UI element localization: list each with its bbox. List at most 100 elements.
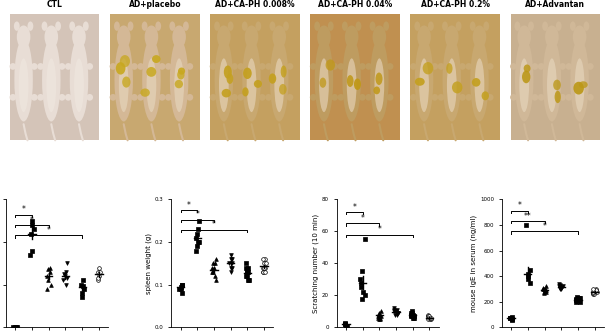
Point (340, 321, 350, 327)
Ellipse shape (259, 63, 265, 70)
Text: *: * (30, 215, 34, 224)
Ellipse shape (146, 67, 156, 77)
Point (59, 278, 68, 283)
Point (242, 274, 251, 279)
Ellipse shape (417, 25, 431, 48)
Ellipse shape (243, 67, 252, 79)
Point (426, 317, 436, 322)
Point (258, 265, 268, 270)
Point (555, 284, 565, 289)
Point (260, 269, 270, 275)
Title: AD+CA-PH 0.008%: AD+CA-PH 0.008% (215, 0, 295, 9)
Ellipse shape (120, 55, 130, 67)
Ellipse shape (55, 21, 61, 31)
Ellipse shape (447, 58, 457, 112)
Ellipse shape (545, 25, 559, 48)
Ellipse shape (245, 25, 259, 48)
Point (192, 243, 202, 249)
Y-axis label: mouse IgE in serum (ng/ml): mouse IgE in serum (ng/ml) (471, 215, 478, 312)
Ellipse shape (419, 58, 429, 112)
Point (521, 222, 531, 228)
Ellipse shape (59, 63, 65, 70)
Ellipse shape (515, 38, 533, 122)
Text: *: * (517, 201, 522, 210)
Text: *: * (212, 220, 216, 229)
Ellipse shape (431, 63, 438, 70)
Point (27, 218, 37, 223)
Point (79, 278, 88, 283)
Point (60, 274, 70, 279)
Ellipse shape (42, 38, 60, 122)
Point (539, 286, 549, 292)
Point (243, 269, 253, 275)
Point (374, 312, 384, 317)
Point (588, 291, 598, 297)
Point (506, 315, 515, 320)
Ellipse shape (470, 38, 489, 122)
Ellipse shape (528, 21, 534, 31)
Ellipse shape (514, 21, 520, 31)
Ellipse shape (165, 63, 172, 70)
Ellipse shape (423, 62, 433, 74)
Ellipse shape (270, 38, 289, 122)
Ellipse shape (110, 94, 117, 101)
Point (539, 290, 548, 296)
Ellipse shape (145, 25, 158, 48)
Ellipse shape (465, 94, 472, 101)
Point (554, 281, 564, 287)
Point (10, 324, 20, 330)
Point (571, 299, 581, 304)
Point (407, 313, 417, 319)
Ellipse shape (345, 25, 359, 48)
Point (226, 257, 235, 262)
Ellipse shape (375, 58, 384, 112)
Point (393, 310, 403, 316)
Ellipse shape (265, 94, 272, 101)
Point (423, 313, 433, 319)
Ellipse shape (215, 38, 233, 122)
Point (357, 269, 367, 274)
Ellipse shape (70, 21, 75, 31)
Ellipse shape (273, 25, 286, 48)
Ellipse shape (438, 63, 445, 70)
Point (258, 257, 268, 262)
Ellipse shape (579, 81, 587, 88)
Point (356, 285, 366, 290)
Title: AD+placebo: AD+placebo (129, 0, 181, 9)
Ellipse shape (170, 21, 175, 31)
Ellipse shape (10, 94, 16, 101)
Ellipse shape (445, 25, 459, 48)
Ellipse shape (14, 21, 20, 31)
Ellipse shape (17, 25, 31, 48)
Point (227, 257, 237, 262)
Point (26, 231, 36, 236)
Point (424, 315, 434, 320)
Ellipse shape (365, 63, 372, 70)
Point (407, 310, 417, 316)
Title: AD+Advantan: AD+Advantan (525, 0, 586, 9)
Ellipse shape (159, 63, 165, 70)
Ellipse shape (475, 58, 484, 112)
Point (176, 284, 186, 290)
Point (193, 226, 203, 232)
Ellipse shape (114, 21, 120, 31)
Ellipse shape (556, 21, 562, 31)
Ellipse shape (287, 63, 293, 70)
Point (572, 294, 582, 299)
Point (588, 286, 598, 292)
Ellipse shape (538, 94, 545, 101)
Point (76, 282, 85, 287)
Ellipse shape (156, 21, 161, 31)
Point (539, 289, 549, 294)
Ellipse shape (559, 94, 566, 101)
Point (209, 265, 219, 270)
Ellipse shape (242, 87, 249, 97)
Ellipse shape (15, 38, 33, 122)
Point (554, 284, 564, 289)
Point (426, 315, 436, 320)
Ellipse shape (127, 21, 134, 31)
Point (523, 271, 533, 276)
Ellipse shape (131, 63, 138, 70)
Point (176, 286, 186, 292)
Ellipse shape (183, 21, 189, 31)
